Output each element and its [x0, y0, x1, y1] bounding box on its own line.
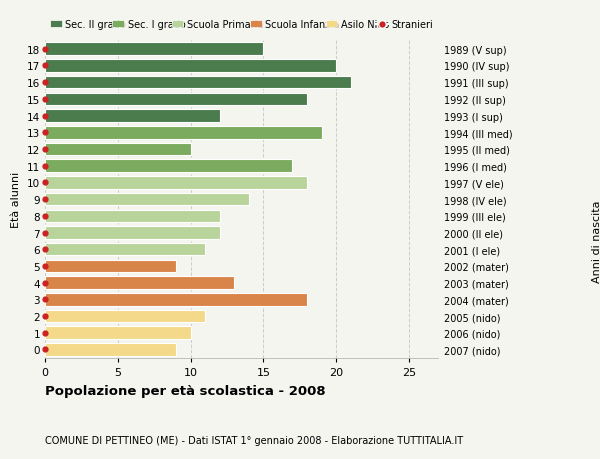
Bar	[45, 60, 336, 73]
Text: COMUNE DI PETTINEO (ME) - Dati ISTAT 1° gennaio 2008 - Elaborazione TUTTITALIA.I: COMUNE DI PETTINEO (ME) - Dati ISTAT 1° …	[45, 435, 463, 445]
Text: Anni di nascita: Anni di nascita	[592, 200, 600, 282]
Text: Popolazione per età scolastica - 2008: Popolazione per età scolastica - 2008	[45, 384, 326, 397]
Bar	[45, 110, 220, 123]
Bar	[45, 160, 292, 173]
Bar	[45, 143, 191, 156]
Bar	[45, 343, 176, 356]
Bar	[45, 177, 307, 189]
Bar	[45, 77, 350, 89]
Bar	[45, 44, 263, 56]
Bar	[45, 327, 191, 339]
Bar	[45, 227, 220, 239]
Bar	[45, 293, 307, 306]
Legend: Sec. II grado, Sec. I grado, Scuola Primaria, Scuola Infanzia, Asilo Nido, Stran: Sec. II grado, Sec. I grado, Scuola Prim…	[50, 20, 433, 30]
Bar	[45, 193, 249, 206]
Bar	[45, 243, 205, 256]
Bar	[45, 210, 220, 223]
Bar	[45, 310, 205, 323]
Bar	[45, 260, 176, 273]
Bar	[45, 93, 307, 106]
Bar	[45, 127, 322, 139]
Bar	[45, 277, 234, 289]
Y-axis label: Età alunni: Età alunni	[11, 172, 22, 228]
